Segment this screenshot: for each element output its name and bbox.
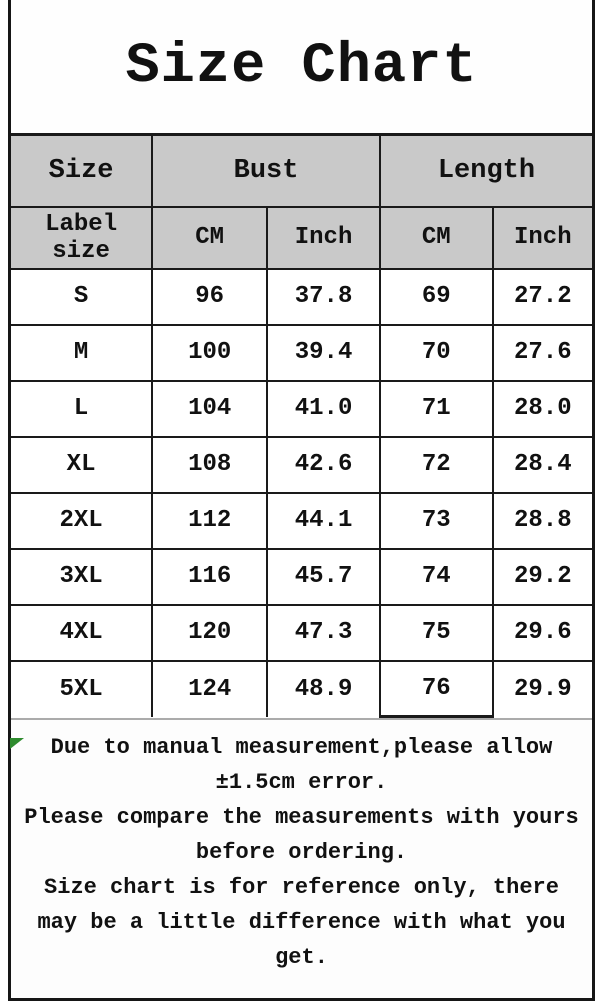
table-sub-header-row: Label size CM Inch CM Inch — [11, 205, 592, 270]
note-line: may be a little difference with what you — [37, 910, 566, 935]
cell-bust-cm: 104 — [151, 379, 269, 438]
col-header-bust-inch: Inch — [266, 205, 381, 270]
table-row: 4XL 120 47.3 75 29.6 — [11, 603, 592, 662]
col-header-length-inch: Inch — [491, 205, 592, 270]
cell-bust-inch: 48.9 — [266, 659, 381, 717]
cell-bust-cm: 96 — [151, 267, 269, 326]
cell-bust-inch: 44.1 — [266, 491, 381, 550]
cell-label-size: L — [11, 379, 154, 438]
col-group-length: Length — [378, 133, 592, 208]
col-header-label-size: Label size — [11, 205, 154, 270]
table-group-header-row: Size Bust Length — [11, 133, 592, 208]
note-line: Size chart is for reference only, there — [44, 875, 559, 900]
cell-bust-inch: 47.3 — [266, 603, 381, 662]
cell-bust-inch: 42.6 — [266, 435, 381, 494]
col-header-bust-cm: CM — [151, 205, 269, 270]
measurement-note: Due to manual measurement,please allow ±… — [11, 718, 592, 998]
cell-label-size: M — [11, 323, 154, 382]
cell-length-inch: 28.8 — [491, 491, 592, 550]
cell-label-size: 3XL — [11, 547, 154, 606]
page-title: Size Chart — [125, 34, 478, 99]
cell-length-inch: 29.6 — [491, 603, 592, 662]
note-line: Due to manual measurement,please allow — [50, 735, 553, 760]
cell-length-inch: 29.9 — [491, 659, 592, 717]
title-area: Size Chart — [11, 0, 592, 133]
table-row: XL 108 42.6 72 28.4 — [11, 435, 592, 494]
cell-length-inch: 27.2 — [491, 267, 592, 326]
col-group-size: Size — [11, 133, 154, 208]
green-artifact-mark — [10, 738, 24, 749]
chart-frame: Size Chart Size Bust Length Label size C… — [8, 0, 595, 1001]
cell-bust-inch: 39.4 — [266, 323, 381, 382]
table-row: 5XL 124 48.9 76 29.9 — [11, 659, 592, 718]
note-line: get. — [275, 945, 328, 970]
cell-label-size: 4XL — [11, 603, 154, 662]
cell-label-size: S — [11, 267, 154, 326]
note-line: before ordering. — [195, 840, 408, 865]
cell-length-inch: 27.6 — [491, 323, 592, 382]
cell-length-inch: 29.2 — [491, 547, 592, 606]
cell-bust-cm: 116 — [151, 547, 269, 606]
table-row: 3XL 116 45.7 74 29.2 — [11, 547, 592, 606]
cell-length-cm: 72 — [378, 435, 494, 494]
cell-bust-cm: 120 — [151, 603, 269, 662]
cell-length-cm: 74 — [378, 547, 494, 606]
cell-length-cm: 73 — [378, 491, 494, 550]
cell-label-size: 2XL — [11, 491, 154, 550]
note-line: ±1.5cm error. — [215, 770, 388, 795]
cell-length-cm: 71 — [378, 379, 494, 438]
cell-length-cm: 69 — [378, 267, 494, 326]
cell-bust-cm: 108 — [151, 435, 269, 494]
col-group-bust: Bust — [151, 133, 381, 208]
table-row: 2XL 112 44.1 73 28.8 — [11, 491, 592, 550]
cell-bust-inch: 45.7 — [266, 547, 381, 606]
table-row: L 104 41.0 71 28.0 — [11, 379, 592, 438]
cell-bust-inch: 37.8 — [266, 267, 381, 326]
note-line: Please compare the measurements with you… — [24, 805, 579, 830]
table-row: S 96 37.8 69 27.2 — [11, 267, 592, 326]
cell-length-cm: 75 — [378, 603, 494, 662]
cell-length-cm: 76 — [378, 659, 494, 718]
cell-label-size: 5XL — [11, 659, 154, 717]
size-table: Size Bust Length Label size CM Inch CM I… — [11, 133, 592, 718]
cell-bust-cm: 112 — [151, 491, 269, 550]
cell-length-inch: 28.4 — [491, 435, 592, 494]
table-row: M 100 39.4 70 27.6 — [11, 323, 592, 382]
cell-bust-inch: 41.0 — [266, 379, 381, 438]
cell-length-cm: 70 — [378, 323, 494, 382]
col-header-length-cm: CM — [378, 205, 494, 270]
cell-bust-cm: 124 — [151, 659, 269, 717]
cell-label-size: XL — [11, 435, 154, 494]
cell-length-inch: 28.0 — [491, 379, 592, 438]
cell-bust-cm: 100 — [151, 323, 269, 382]
